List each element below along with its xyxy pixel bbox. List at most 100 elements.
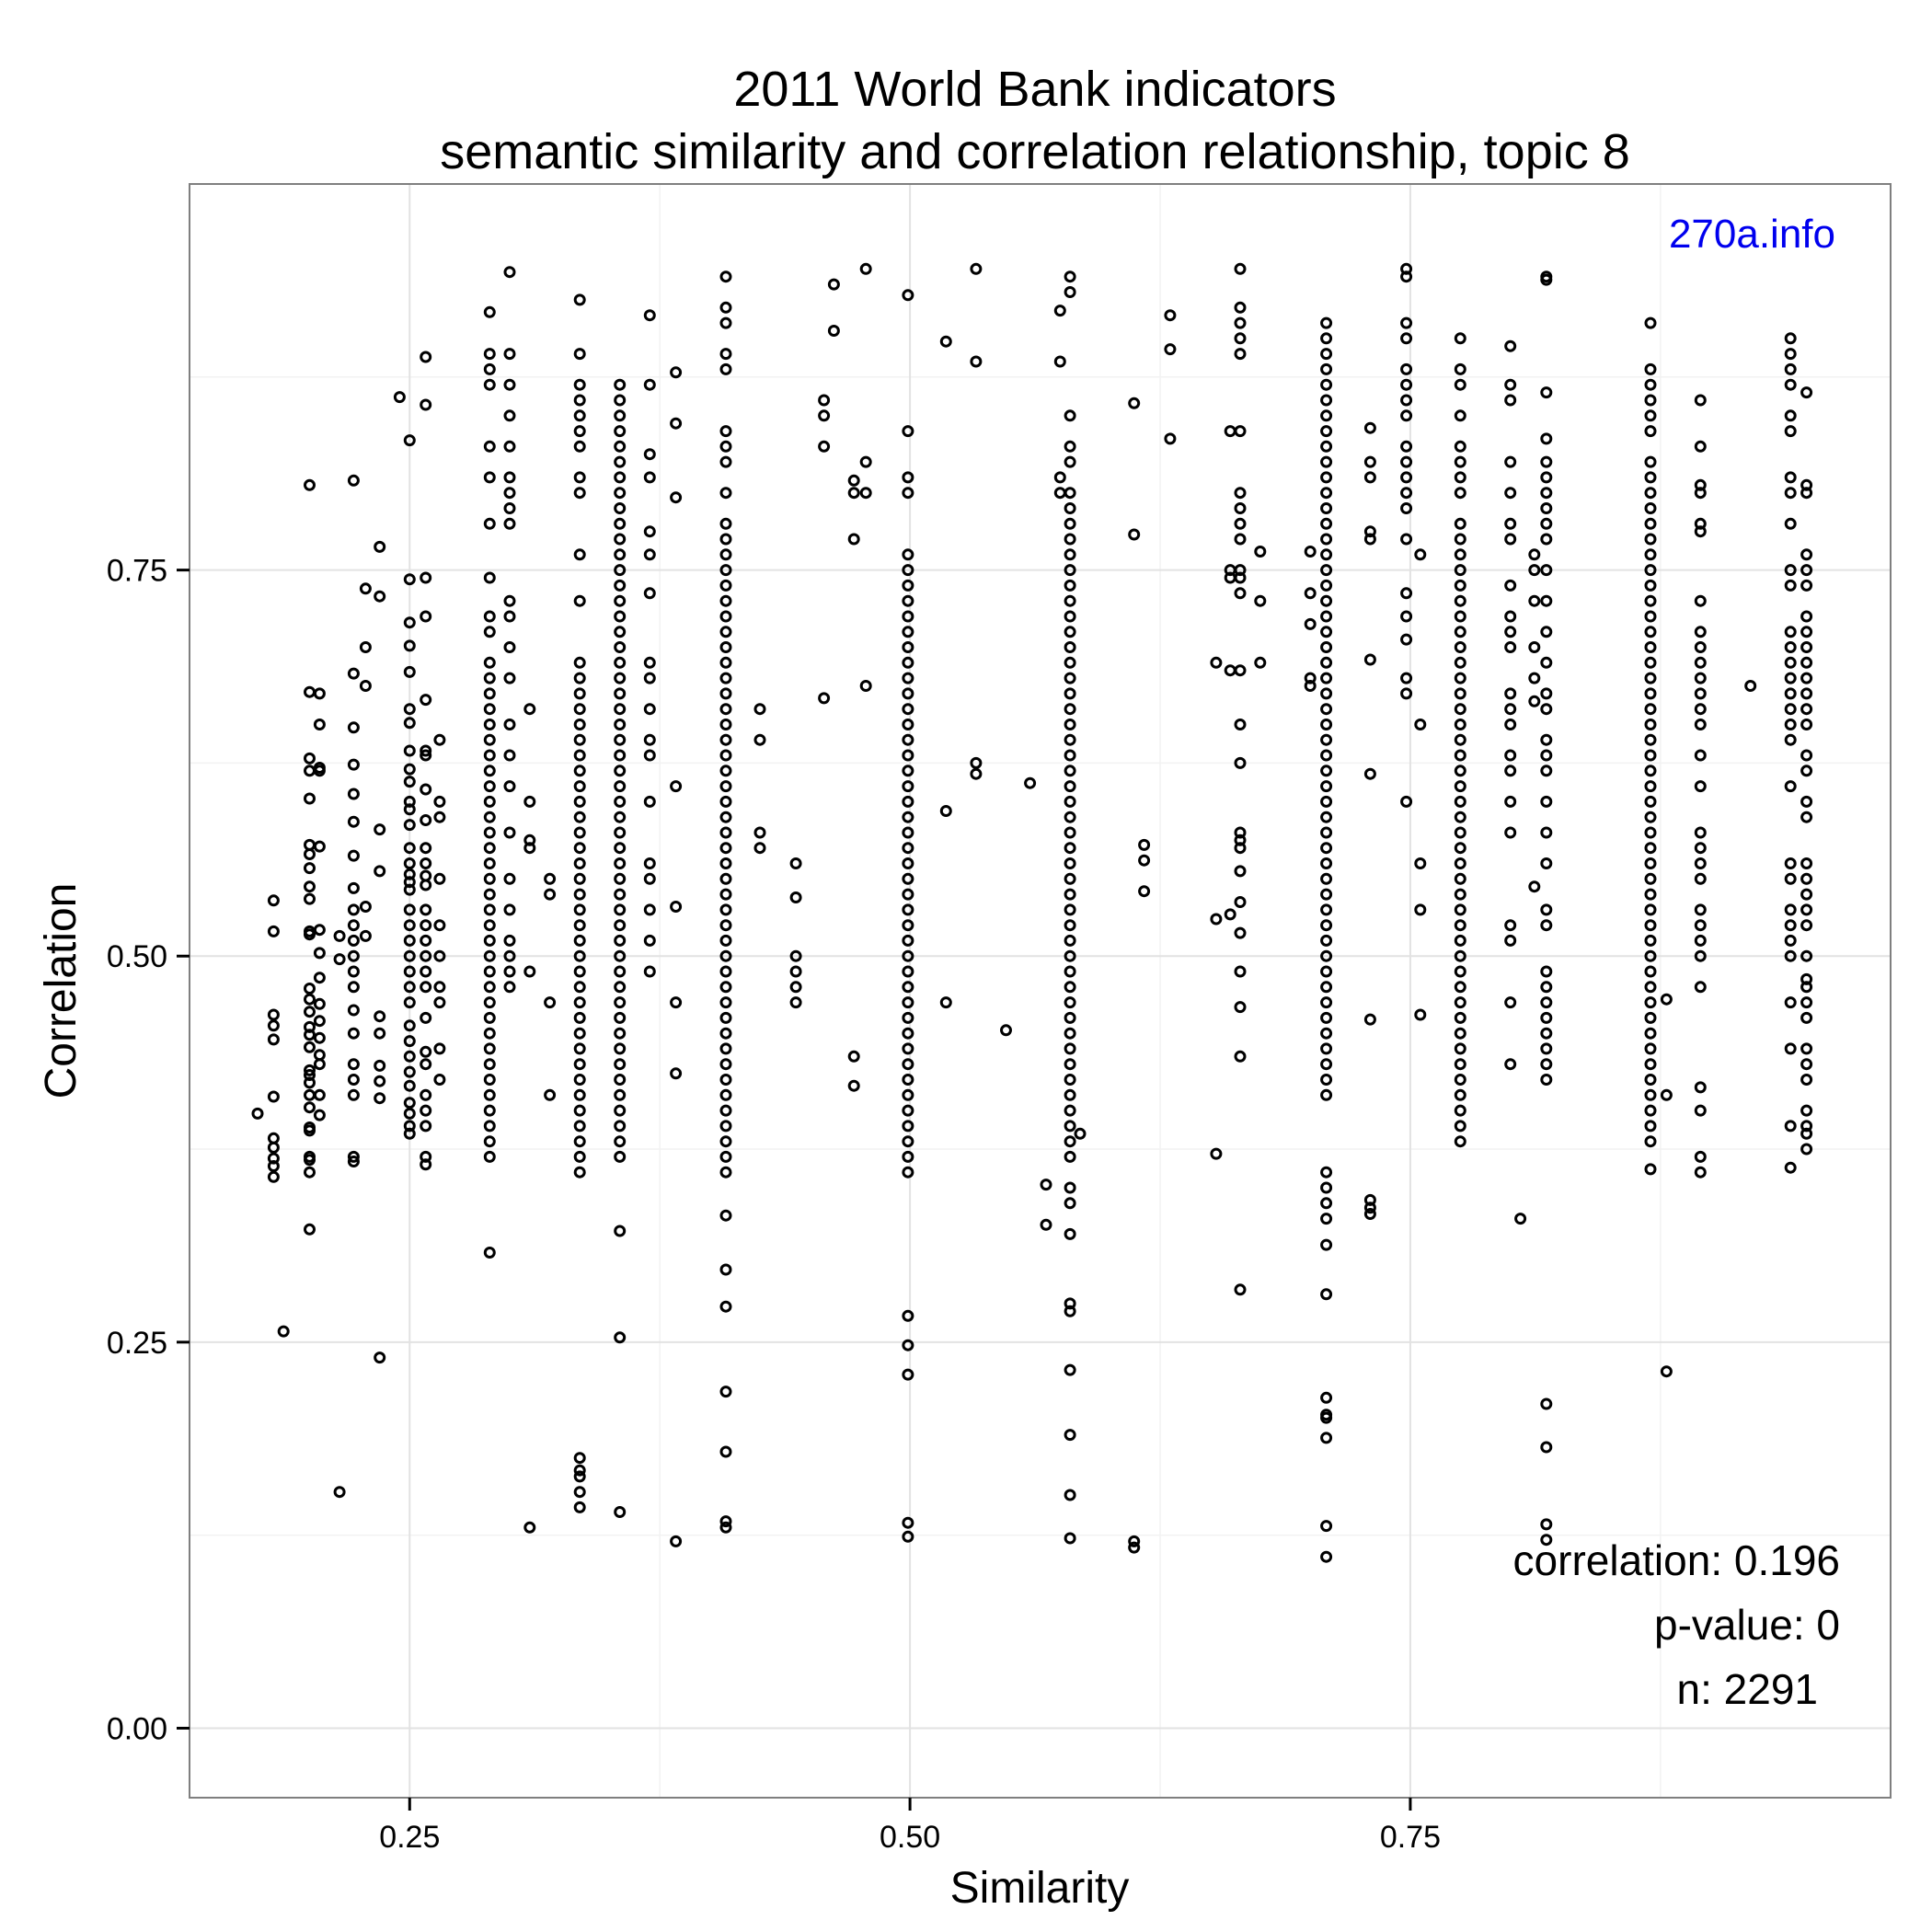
data-point	[1064, 934, 1076, 947]
data-point	[1800, 672, 1813, 684]
y-axis: 0.00 0.25 0.50 0.75	[107, 554, 190, 1746]
data-point	[1320, 502, 1333, 514]
data-point	[433, 795, 446, 808]
data-point	[1064, 919, 1076, 932]
data-point	[719, 626, 732, 638]
data-point	[1064, 579, 1076, 592]
data-point	[1504, 610, 1517, 623]
data-point	[1064, 286, 1076, 298]
data-point	[573, 996, 586, 1009]
data-point	[1644, 533, 1657, 546]
data-point	[420, 1058, 432, 1071]
data-point	[1784, 949, 1797, 962]
data-point	[1454, 765, 1466, 777]
data-point	[1320, 981, 1333, 994]
data-point	[1454, 872, 1466, 885]
data-point	[1800, 949, 1813, 962]
data-point	[902, 1166, 914, 1179]
data-point	[1504, 919, 1517, 932]
data-point	[420, 1045, 432, 1058]
data-point	[1644, 919, 1657, 932]
data-point	[1540, 965, 1553, 978]
data-point	[1053, 355, 1066, 368]
data-point	[1540, 656, 1553, 669]
data-point	[1784, 487, 1797, 500]
data-point	[1694, 440, 1707, 453]
data-point	[304, 1041, 316, 1053]
data-point	[1504, 455, 1517, 468]
data-point	[1064, 811, 1076, 823]
data-point	[1784, 517, 1797, 530]
data-point	[719, 487, 732, 500]
data-point	[1784, 579, 1797, 592]
data-point	[1400, 587, 1413, 600]
data-point	[1800, 1011, 1813, 1024]
data-point	[1454, 455, 1466, 468]
data-point	[420, 783, 432, 796]
data-point	[1800, 656, 1813, 669]
data-point	[902, 1339, 914, 1351]
data-point	[1660, 993, 1673, 1006]
data-point	[403, 1107, 416, 1120]
data-point	[573, 1027, 586, 1040]
data-point	[1234, 896, 1247, 908]
data-point	[902, 949, 914, 962]
data-point	[614, 857, 627, 869]
data-point	[1024, 776, 1037, 789]
data-point	[1800, 1127, 1813, 1140]
data-point	[403, 1035, 416, 1048]
data-point	[1454, 934, 1466, 947]
data-point	[1454, 362, 1466, 375]
data-point	[1504, 749, 1517, 762]
data-point	[313, 1031, 326, 1044]
data-point	[1454, 1135, 1466, 1148]
data-point	[403, 665, 416, 678]
data-point	[503, 409, 516, 422]
data-point	[304, 792, 316, 805]
data-point	[1800, 386, 1813, 399]
data-point	[902, 626, 914, 638]
data-point	[267, 894, 280, 907]
data-point	[1644, 765, 1657, 777]
data-point	[503, 949, 516, 962]
data-point	[1644, 471, 1657, 484]
data-point	[1454, 487, 1466, 500]
data-point	[1138, 885, 1151, 898]
data-point	[719, 949, 732, 962]
data-point	[614, 872, 627, 885]
data-point	[902, 1042, 914, 1055]
data-point	[1540, 765, 1553, 777]
data-point	[483, 996, 496, 1009]
data-point	[267, 1152, 280, 1165]
data-point	[670, 1535, 683, 1547]
data-point	[902, 1309, 914, 1322]
data-point	[1644, 888, 1657, 901]
data-point	[1800, 919, 1813, 932]
data-point	[1800, 1058, 1813, 1071]
data-point	[420, 903, 432, 916]
data-point	[670, 780, 683, 793]
data-point	[719, 564, 732, 577]
data-point	[503, 641, 516, 653]
data-point	[859, 680, 872, 692]
data-point	[1234, 865, 1247, 878]
data-point	[503, 903, 516, 916]
data-point	[1784, 996, 1797, 1009]
data-point	[267, 925, 280, 937]
data-point	[573, 842, 586, 855]
data-point	[1800, 795, 1813, 808]
data-point	[902, 672, 914, 684]
data-point	[1644, 672, 1657, 684]
data-point	[573, 765, 586, 777]
data-point	[614, 641, 627, 653]
data-point	[614, 409, 627, 422]
data-point	[614, 903, 627, 916]
data-point	[1064, 996, 1076, 1009]
data-point	[1254, 656, 1267, 669]
data-point	[1064, 949, 1076, 962]
data-point	[1363, 533, 1376, 546]
data-point	[1064, 765, 1076, 777]
data-point	[573, 594, 586, 607]
data-point	[614, 440, 627, 453]
data-point	[1064, 270, 1076, 283]
